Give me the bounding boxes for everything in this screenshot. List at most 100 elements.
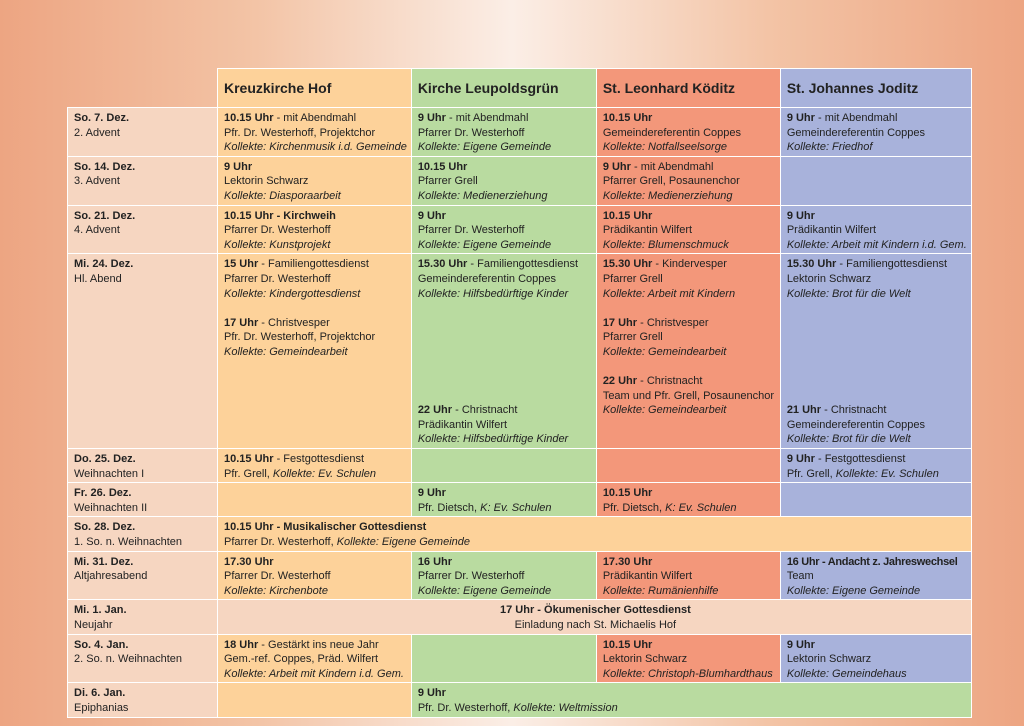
service-collection: Kollekte: Arbeit mit Kindern i.d. Gem. [786, 238, 967, 251]
service-collection: Kollekte: Arbeit mit Kindern [602, 287, 736, 300]
service-leader: Pfr. Dr. Westerhoff, [417, 701, 514, 714]
service-leader: Pfr. Dr. Westerhoff, Projektchor [224, 126, 376, 139]
service-time: 16 Uhr - Andacht z. Jahreswechsel [786, 555, 958, 568]
service-collection: K: Ev. Schulen [665, 501, 737, 514]
service-time: 17 Uhr - Ökumenischer Gottesdienst [500, 604, 691, 617]
service-collection: Kollekte: Brot für die Welt [786, 433, 911, 446]
service-time: 9 Uhr [602, 160, 631, 173]
date-cell: Mi. 31. Dez. Altjahresabend [67, 550, 218, 601]
service-cell: 17.30 Uhr Pfarrer Dr. Westerhoff Kollekte:… [217, 550, 412, 601]
date: So. 21. Dez. [74, 209, 136, 222]
service-time: 17 Uhr [602, 316, 638, 329]
service-cell: 10.15 Uhr Prädikantin Wilfert Kollekte: Bl… [595, 204, 781, 255]
service-collection: Kollekte: Gemeindehaus [786, 667, 907, 680]
service-leader: Pfr. Dr. Westerhoff, Projektchor [224, 331, 376, 344]
table-row: Di. 6. Jan. Epiphanias 9 Uhr Pfr. Dr. West… [67, 682, 972, 718]
service-collection: Kollekte: Eigene Gemeinde [336, 536, 470, 549]
header-kirche-leupoldsgruen: Kirche Leupoldsgrün [410, 68, 597, 108]
empty-cell [217, 682, 412, 718]
service-leader: Pfarrer Dr. Westerhoff [417, 224, 525, 237]
occasion: Epiphanias [74, 701, 129, 714]
service-time: 10.15 Uhr [224, 453, 274, 466]
service-leader: Pfarrer Grell [602, 331, 663, 344]
service-note: - mit Abendmahl [630, 160, 714, 173]
service-time: 15.30 Uhr [602, 258, 653, 271]
occasion: Weihnachten I [74, 467, 145, 480]
service-cell: 10.15 Uhr Lektorin Schwarz Kollekte: Chris… [595, 633, 781, 684]
service-leader: Pfarrer Grell [417, 175, 478, 188]
service-cell: 15.30 Uhr - Kindervesper Pfarrer Grell Kol… [595, 253, 781, 450]
service-time: 10.15 Uhr - Kirchweih [224, 209, 336, 222]
service-collection: Kollekte: Eigene Gemeinde [417, 584, 552, 597]
service-cell: 9 Uhr - mit Abendmahl Gemeindereferentin … [779, 107, 972, 157]
service-collection: Kollekte: Diasporaarbeit [224, 189, 341, 202]
service-leader: Pfr. Dietsch, [602, 501, 666, 514]
empty-cell [217, 482, 412, 518]
service-cell: 18 Uhr - Gestärkt ins neue Jahr Gem.-ref.… [217, 633, 412, 684]
date-cell: Mi. 1. Jan. Neujahr [67, 599, 218, 635]
service-note: - mit Abendmahl [445, 112, 529, 124]
service-time: 9 Uhr [417, 487, 446, 500]
service-cell: 9 Uhr - mit Abendmahl Pfarrer Dr. Westerh… [410, 107, 597, 157]
service-collection: Kollekte: Hilfsbedürftige Kinder [417, 433, 569, 446]
date: Di. 6. Jan. [74, 687, 126, 700]
service-time: 15.30 Uhr [786, 258, 837, 271]
date-cell: So. 28. Dez. 1. So. n. Weihnachten [67, 516, 218, 552]
empty-cell [595, 448, 781, 484]
service-cell-ecumenical: 17 Uhr - Ökumenischer Gottesdienst Einlad… [217, 599, 972, 635]
service-cell: 15.30 Uhr - Familiengottesdienst Gemeinde… [410, 253, 597, 450]
service-collection: Kollekte: Brot für die Welt [786, 287, 911, 300]
service-leader: Pfarrer Dr. Westerhoff [224, 272, 331, 285]
service-cell: 17.30 Uhr Prädikantin Wilfert Kollekte: Ru… [595, 550, 781, 601]
service-note: - Christnacht [637, 375, 703, 388]
service-cell-all-churches: 10.15 Uhr - Musikalischer Gottesdienst Pf… [217, 516, 972, 552]
service-collection: Kollekte: Medienerziehung [417, 189, 548, 202]
service-cell-epiphanias: 9 Uhr Pfr. Dr. Westerhoff, Kollekte: Welt… [410, 682, 972, 718]
empty-cell [779, 482, 972, 518]
date-cell: Do. 25. Dez. Weihnachten I [67, 448, 218, 484]
service-cell: 16 Uhr Pfarrer Dr. Westerhoff Kollekte: Ei… [410, 550, 597, 601]
service-leader: Pfarrer Dr. Westerhoff, [224, 536, 337, 549]
table-row: So. 21. Dez. 4. Advent 10.15 Uhr - Kirchw… [67, 204, 972, 255]
service-collection: Kollekte: Kindergottesdienst [224, 287, 361, 300]
header-corner [68, 69, 218, 108]
service-time: 17.30 Uhr [602, 555, 653, 568]
service-collection: Kollekte: Kirchenbote [224, 584, 328, 597]
service-note: - Festgottesdienst [814, 453, 906, 466]
service-leader: Prädikantin Wilfert [602, 570, 693, 583]
service-note: - Christnacht [452, 404, 518, 417]
service-time: 9 Uhr [224, 160, 253, 173]
service-time: 9 Uhr [786, 638, 815, 651]
service-time: 17.30 Uhr [224, 555, 274, 568]
service-leader: Pfr. Grell, [224, 467, 273, 480]
occasion: Neujahr [74, 619, 113, 631]
service-cell: 16 Uhr - Andacht z. Jahreswechsel Team Kol… [779, 550, 972, 601]
service-cell: 10.15 Uhr - mit Abendmahl Pfr. Dr. Wester… [217, 107, 412, 157]
occasion: 3. Advent [74, 175, 120, 188]
service-time: 10.15 Uhr - Musikalischer Gottesdienst [224, 521, 427, 534]
service-cell: 9 Uhr Lektorin Schwarz Kollekte: Gemeindeh… [779, 633, 972, 684]
table-row: So. 7. Dez. 2. Advent 10.15 Uhr - mit Abe… [67, 107, 972, 157]
service-leader: Pfarrer Grell, Posaunenchor [602, 175, 740, 188]
service-cell: 9 Uhr - Festgottesdienst Pfr. Grell, Koll… [779, 448, 972, 484]
service-leader: Team und Pfr. Grell, Posaunenchor [602, 389, 775, 402]
service-collection: Kollekte: Kunstprojekt [224, 238, 331, 251]
service-leader: Lektorin Schwarz [602, 653, 688, 666]
table-row: Mi. 24. Dez. Hl. Abend 15 Uhr - Familieng… [67, 253, 972, 450]
service-leader: Pfarrer Dr. Westerhoff [417, 570, 525, 583]
service-leader: Gemeindereferentin Coppes [602, 126, 742, 139]
service-collection: Kollekte: Eigene Gemeinde [417, 238, 552, 251]
service-leader: Pfr. Dietsch, [417, 501, 481, 514]
service-time: 21 Uhr [786, 404, 822, 417]
service-time: 9 Uhr [417, 112, 446, 124]
service-collection: Kollekte: Ev. Schulen [835, 467, 939, 480]
date: Mi. 1. Jan. [74, 604, 127, 617]
service-cell: 10.15 Uhr Gemeindereferentin Coppes Kollek… [595, 107, 781, 157]
service-time: 10.15 Uhr [602, 112, 653, 124]
service-note: - Gestärkt ins neue Jahr [258, 638, 379, 651]
service-collection: Kollekte: Kirchenmusik i.d. Gemeinde [224, 141, 407, 154]
date: So. 4. Jan. [74, 638, 129, 651]
service-time: 10.15 Uhr [602, 638, 653, 651]
service-note: - Familiengottesdienst [258, 258, 369, 271]
service-time: 10.15 Uhr [602, 209, 653, 222]
